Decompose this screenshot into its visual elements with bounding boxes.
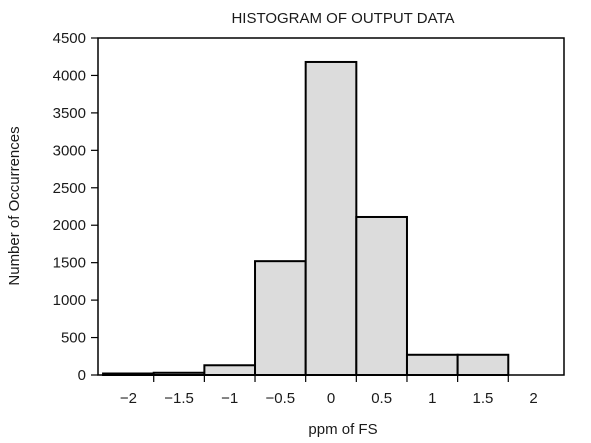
histogram-bar [456, 353, 510, 376]
y-tick-label: 2000 [53, 217, 86, 234]
x-axis-ticks: −2 −1.5 −1 −0.5 0 0.5 1 1.5 2 [120, 375, 538, 407]
x-tick-label: −1 [221, 390, 238, 407]
histogram-bar [254, 260, 307, 376]
x-tick-label: −0.5 [266, 390, 296, 407]
y-tick-label: 1000 [53, 292, 86, 309]
histogram-bar [203, 364, 257, 376]
y-axis-label: Number of Occurrences [6, 126, 23, 285]
y-tick-label: 500 [61, 330, 86, 347]
x-axis-label: ppm of FS [308, 421, 377, 438]
x-tick-label: 1 [428, 390, 436, 407]
chart-title: HISTOGRAM OF OUTPUT DATA [231, 10, 454, 27]
histogram-bar [405, 353, 459, 376]
y-tick-label: 0 [78, 367, 86, 384]
x-tick-label: −2 [120, 390, 137, 407]
y-tick-label: 3000 [53, 142, 86, 159]
histogram-bar [355, 215, 408, 376]
bars-group [102, 60, 510, 377]
histogram-bar [304, 60, 358, 376]
x-tick-label: 0.5 [371, 390, 392, 407]
y-tick-label: 2500 [53, 180, 86, 197]
x-tick-label: −1.5 [164, 390, 194, 407]
y-tick-label: 3500 [53, 105, 86, 122]
x-tick-label: 1.5 [473, 390, 494, 407]
y-tick-label: 4000 [53, 67, 86, 84]
x-tick-label: 0 [327, 390, 335, 407]
x-tick-label: 2 [529, 390, 537, 407]
plot-frame [97, 37, 565, 376]
y-axis-ticks: 0 500 1000 1500 2000 2500 3000 3500 4000 4500 [53, 30, 98, 384]
y-tick-label: 4500 [53, 30, 86, 47]
y-tick-label: 1500 [53, 255, 86, 272]
